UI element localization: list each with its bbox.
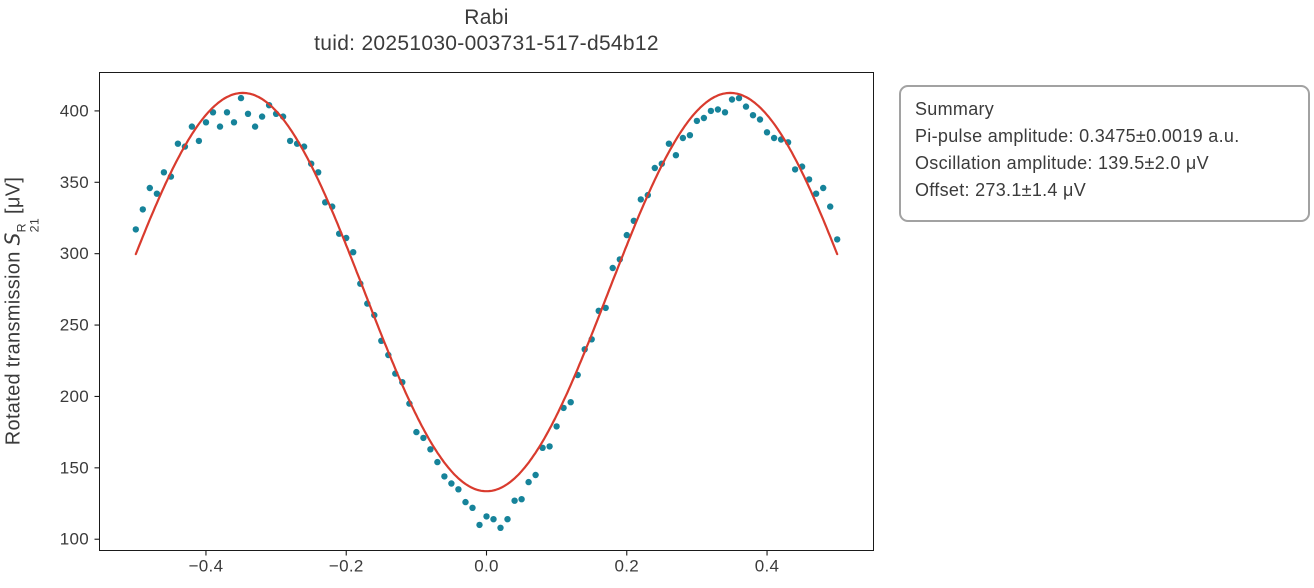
scatter-point — [812, 190, 820, 197]
scatter-point — [420, 434, 427, 442]
scatter-point — [728, 96, 736, 103]
scatter-point — [700, 114, 708, 122]
scatter-point — [511, 497, 518, 504]
scatter-point — [679, 134, 687, 142]
summary-offset: Offset: 273.1±1.4 μV — [915, 180, 1087, 200]
scatter-point — [146, 184, 153, 192]
scatter-point — [244, 110, 252, 118]
scatter-point — [827, 203, 834, 210]
scatter-point — [153, 190, 161, 197]
scatter-point — [602, 304, 609, 312]
y-tick-label: 250 — [60, 316, 89, 335]
scatter-point — [693, 117, 701, 125]
y-tick-label: 400 — [60, 101, 89, 120]
x-tick-label: 0.2 — [614, 557, 639, 576]
scatter-point — [834, 236, 841, 243]
y-tick-label: 150 — [60, 458, 89, 477]
scatter-point — [770, 134, 778, 142]
scatter-point — [469, 504, 476, 511]
scatter-point — [350, 249, 357, 256]
scatter-point — [721, 109, 729, 116]
scatter-point — [286, 137, 294, 145]
scatter-point — [251, 123, 259, 130]
scatter-point — [230, 119, 238, 126]
scatter-point — [820, 184, 827, 192]
scatter-point — [258, 113, 266, 120]
scatter-point — [483, 513, 490, 520]
scatter-point — [714, 106, 722, 113]
fit-line — [134, 91, 839, 493]
scatter-point — [532, 471, 539, 479]
scatter-point — [525, 478, 532, 486]
scatter-point — [518, 496, 525, 503]
scatter-point — [686, 132, 694, 139]
scatter-point — [413, 428, 420, 436]
scatter-point — [735, 94, 743, 102]
plot-area — [99, 72, 874, 551]
y-tick-label: 300 — [60, 244, 89, 263]
scatter-point — [504, 516, 511, 523]
scatter-point — [749, 112, 757, 119]
x-tick-label: −0.2 — [329, 557, 364, 576]
x-tick-label: 0.0 — [474, 557, 499, 576]
scatter-point — [237, 94, 245, 102]
scatter-point — [742, 103, 750, 110]
scatter-point — [434, 458, 441, 466]
scatter-point — [209, 109, 217, 116]
scatter-point — [455, 486, 462, 493]
scatter-point — [160, 169, 168, 176]
scatter-point — [427, 446, 434, 453]
y-tick-label: 200 — [60, 387, 89, 406]
scatter-point — [763, 129, 771, 136]
scatter-point — [462, 498, 469, 506]
summary-title: Summary — [915, 99, 995, 119]
scatter-point — [202, 119, 210, 126]
scatter-point — [139, 206, 146, 213]
scatter-point — [448, 480, 455, 487]
x-tick-label: −0.4 — [189, 557, 224, 576]
scatter-point — [756, 116, 764, 123]
scatter-point — [672, 152, 680, 159]
scatter-point — [195, 137, 203, 145]
x-tick-label: 0.4 — [755, 557, 780, 576]
scatter-point — [497, 524, 504, 531]
scatter-point — [805, 176, 813, 183]
scatter-point — [188, 123, 196, 130]
scatter-point — [476, 521, 483, 529]
scatter-point — [216, 123, 224, 130]
scatter-point — [609, 264, 616, 272]
scatter-point — [707, 107, 715, 115]
scatter-point — [553, 423, 560, 430]
scatter-point — [791, 166, 799, 173]
scatter-point — [174, 140, 182, 147]
scatter-point — [315, 169, 322, 176]
summary-oscillation-amplitude: Oscillation amplitude: 139.5±2.0 μV — [915, 153, 1209, 173]
scatter-point — [546, 443, 553, 450]
scatter-point — [132, 226, 139, 233]
chart-title: Rabi — [464, 6, 509, 29]
scatter-point — [441, 473, 448, 480]
y-tick-label: 350 — [60, 173, 89, 192]
scatter-point — [651, 164, 658, 172]
scatter-point — [567, 399, 574, 406]
y-tick-label: 100 — [60, 530, 89, 549]
scatter-point — [623, 231, 630, 239]
summary-box: Summary Pi-pulse amplitude: 0.3475±0.001… — [899, 85, 1310, 222]
scatter-point — [665, 140, 673, 147]
chart-subtitle: tuid: 20251030-003731-517-d54b12 — [314, 32, 659, 55]
summary-pi-pulse-amplitude: Pi-pulse amplitude: 0.3475±0.0019 a.u. — [915, 126, 1240, 146]
scatter-point — [490, 516, 497, 523]
scatter-point — [637, 196, 644, 203]
scatter-point — [223, 109, 231, 116]
